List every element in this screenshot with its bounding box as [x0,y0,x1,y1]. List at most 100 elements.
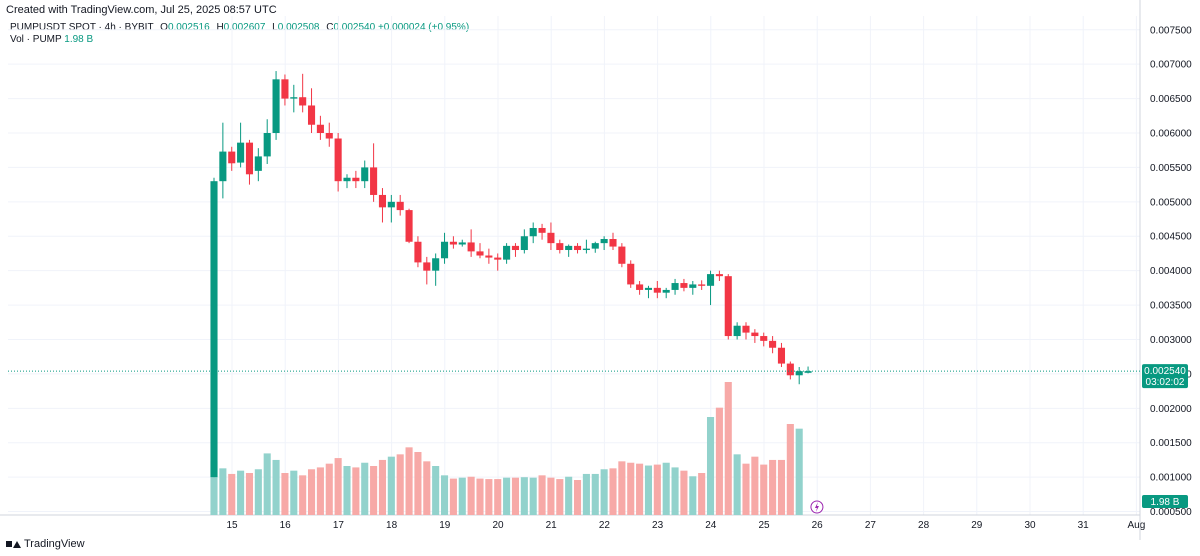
volume-bar [582,473,590,515]
volume-bar [698,473,706,515]
volume-bar [795,428,803,515]
volume-bar [618,461,626,515]
volume-bar [245,473,254,515]
candle-body [210,181,218,478]
volume-tag [1142,495,1188,508]
candle-body [263,133,271,157]
chart-header: Created with TradingView.com, Jul 25, 20… [0,0,1200,16]
candle-body [414,241,422,263]
y-tick-label: 0.003000 [1150,335,1192,346]
volume-bar [751,456,759,515]
symbol-title[interactable]: PUMPUSDT SPOT · 4h · BYBIT [10,22,154,33]
candle-body [423,262,431,271]
candle-body [254,156,262,171]
volume-bar [680,470,688,515]
candle-body [547,232,555,244]
candle-body [538,227,546,233]
x-tick-label: 24 [705,520,717,531]
x-tick-label: 23 [652,520,664,531]
x-tick-label: 20 [492,520,504,531]
volume-bar [228,473,236,515]
volume-row: Vol · PUMP 1.98 B [10,34,469,46]
candle-body [609,239,617,247]
candle-body [281,79,289,99]
volume-bar [272,459,280,515]
volume-bar [263,453,271,515]
candle-body [503,245,511,260]
volume-bar [529,477,537,515]
candle-body [378,194,387,208]
candle-body [618,246,626,264]
volume-bar [689,476,697,515]
volume-bar [503,477,511,515]
volume-tag-label: 1.98 B [1151,497,1180,508]
last-price-label: 0.002540 [1144,366,1186,377]
volume-bar [706,417,715,515]
x-tick-label: 21 [546,520,558,531]
volume-bar [423,461,431,515]
x-tick-label: 29 [971,520,983,531]
volume-bar [210,461,218,515]
candle-body [387,201,395,208]
volume-bar [299,475,307,515]
volume-bar [627,462,635,515]
x-tick-label: 27 [865,520,877,531]
volume-bar [352,467,360,515]
candle-body [485,255,493,258]
volume-bar [316,467,324,515]
x-tick-label: 15 [226,520,238,531]
ohlc-row: PUMPUSDT SPOT · 4h · BYBIT O0.002516 H0.… [10,22,469,34]
candle-body [751,332,759,337]
volume-bar [724,382,732,515]
volume-bar [307,469,316,515]
y-tick-label: 0.002000 [1150,404,1192,415]
last-price-tag [1142,364,1188,389]
candle-body [706,274,715,286]
volume-title[interactable]: Vol · PUMP [10,34,62,45]
candle-body [760,336,768,341]
candle-body [591,243,599,249]
candle-body [467,242,475,252]
x-tick-label: 30 [1024,520,1036,531]
candle-body [307,105,316,125]
y-tick-label: 0.000500 [1150,507,1192,518]
y-tick-label: 0.004000 [1150,266,1192,277]
volume-bar [777,459,786,515]
volume-bar [538,475,546,515]
candle-body [582,248,590,251]
candle-body [476,251,484,256]
high-value: 0.002607 [223,22,266,33]
y-tick-label: 0.007500 [1150,25,1192,36]
candle-body [440,241,449,259]
volume-bar [325,463,333,515]
candle-body [733,325,741,337]
close-label: C [326,22,334,33]
candle-body [662,289,670,293]
high-label: H [216,22,224,33]
volume-bar [742,463,750,515]
x-tick-label: 16 [280,520,292,531]
volume-bar [760,464,768,515]
candle-body [405,210,413,242]
y-tick-label: 0.005000 [1150,197,1192,208]
x-tick-label: 19 [439,520,451,531]
x-tick-label: 25 [758,520,770,531]
y-tick-label: 0.004500 [1150,232,1192,243]
low-value: 0.002508 [277,22,320,33]
y-tick-label: 0.003500 [1150,301,1192,312]
candle-body [299,97,307,106]
volume-bar [485,479,493,515]
created-caption: Created with TradingView.com, Jul 25, 20… [6,4,277,16]
volume-bar [396,454,404,515]
candle-body [529,227,537,237]
volume-bar [219,468,227,515]
candle-body [432,258,440,271]
volume-bar [511,477,520,515]
volume-bar [733,454,741,515]
volume-bar [715,407,723,515]
volume-bar [636,463,644,515]
candle-body [786,363,794,376]
candle-body [653,287,661,293]
candle-body [556,243,564,251]
